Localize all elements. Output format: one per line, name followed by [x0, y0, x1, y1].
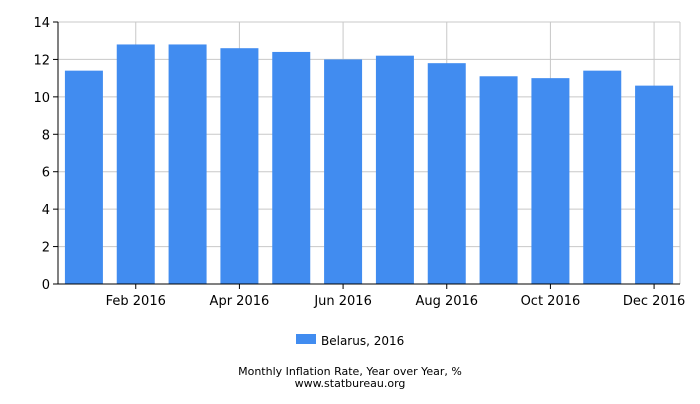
legend: Belarus, 2016: [296, 334, 404, 348]
x-tick-label: Apr 2016: [210, 294, 270, 309]
bar: [116, 44, 155, 285]
bar: [272, 51, 311, 284]
chart-caption: Monthly Inflation Rate, Year over Year, …: [238, 365, 462, 378]
y-tick-label: 2: [42, 241, 50, 256]
x-tick-label: Aug 2016: [415, 294, 478, 309]
source-caption: www.statbureau.org: [295, 377, 406, 390]
x-tick-label: Dec 2016: [623, 294, 685, 309]
y-tick-label: 4: [42, 203, 50, 218]
y-tick-label: 14: [33, 16, 50, 31]
axes: [57, 22, 680, 285]
y-tick-label: 10: [33, 91, 50, 106]
bar: [531, 78, 570, 285]
bar: [479, 76, 518, 285]
y-tick-label: 0: [42, 278, 50, 293]
x-tick-label: Oct 2016: [521, 294, 581, 309]
bar: [427, 63, 466, 284]
bar: [635, 85, 674, 284]
x-axis-ticks: Feb 2016 Apr 2016 Jun 2016 Aug 2016 Oct 2016…: [106, 284, 685, 309]
bar: [168, 44, 207, 285]
bars: [64, 44, 674, 285]
bar: [583, 70, 622, 285]
y-axis-ticks: 0 2 4 6 8 10 12 14: [33, 16, 58, 293]
y-tick-label: 12: [33, 53, 50, 68]
y-tick-label: 8: [42, 128, 50, 143]
bar: [64, 70, 103, 285]
x-tick-label: Feb 2016: [106, 294, 166, 309]
legend-swatch: [296, 334, 316, 344]
bar: [324, 59, 363, 284]
x-tick-label: Jun 2016: [313, 294, 372, 309]
legend-label: Belarus, 2016: [321, 334, 404, 348]
bar: [375, 55, 414, 284]
y-tick-label: 6: [42, 166, 50, 181]
bar: [220, 48, 259, 285]
